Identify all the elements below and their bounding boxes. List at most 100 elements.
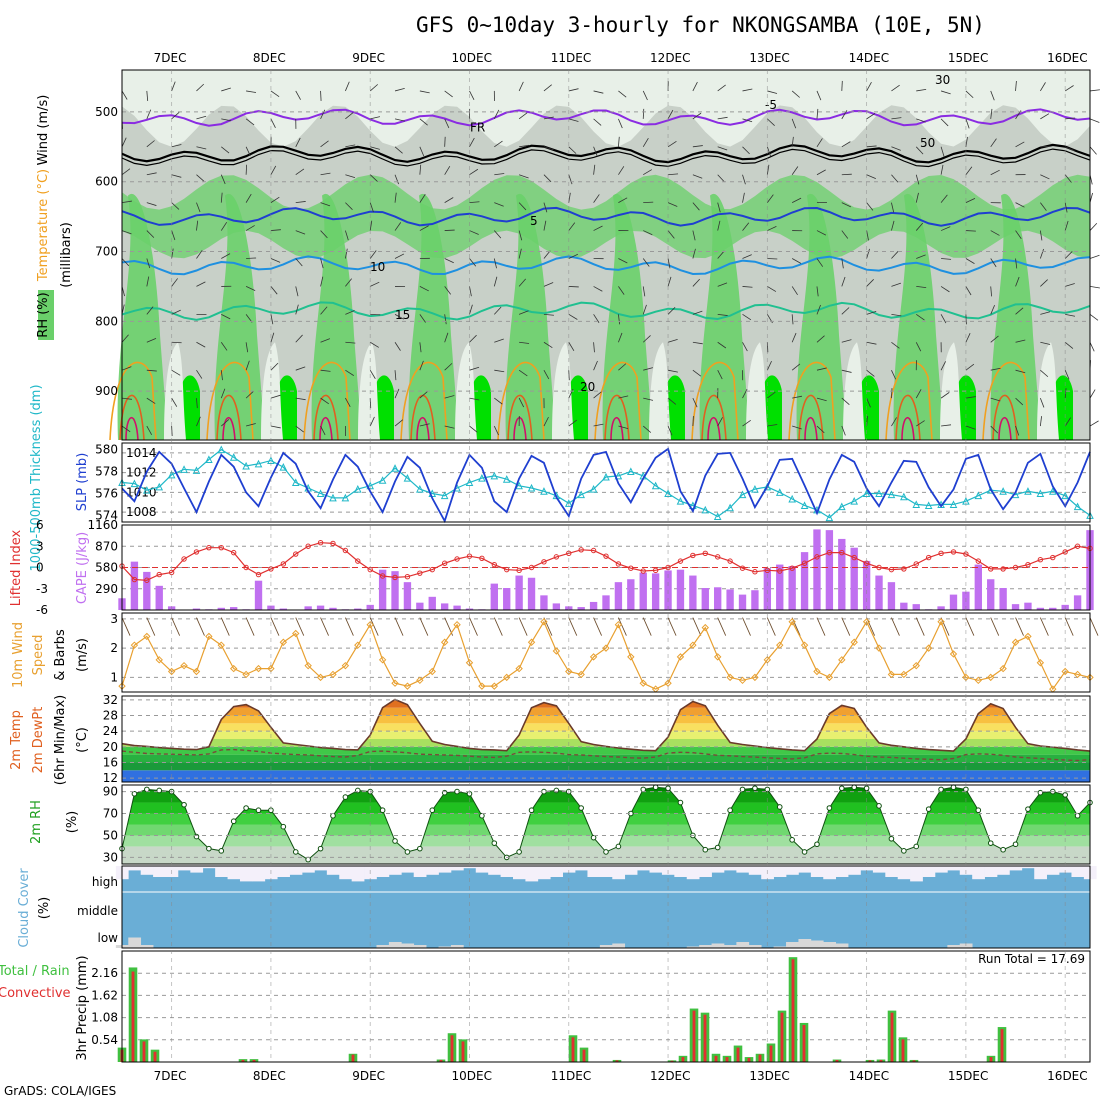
wind-barb xyxy=(1040,341,1051,345)
cloud-low-segment xyxy=(699,945,712,948)
wind-barb xyxy=(643,230,653,236)
wind-barb xyxy=(543,313,554,316)
rh-dry-pocket xyxy=(164,342,186,440)
temp-tick-label: 12 xyxy=(103,771,118,785)
wind-barb xyxy=(394,146,403,154)
cloud-axis-label-1: Cloud Cover xyxy=(17,868,32,948)
top-date-label: 11DEC xyxy=(551,51,591,65)
cloud-high-clear xyxy=(550,866,563,877)
rh-point xyxy=(640,786,647,793)
lifted-index-point xyxy=(851,554,857,561)
wind-barb xyxy=(494,338,504,343)
cloud-high-clear xyxy=(537,866,551,880)
thickness-point xyxy=(627,467,635,476)
wind-barb xyxy=(345,81,350,92)
rh-point xyxy=(714,844,721,851)
temperature-contour-20 xyxy=(303,361,351,441)
cloud-high-clear xyxy=(736,866,750,873)
wind-barb xyxy=(196,115,207,120)
thickness-point xyxy=(726,503,734,512)
surface-wind-barb xyxy=(568,617,578,636)
surface-wind-barb xyxy=(270,617,280,636)
precip-convective-bar xyxy=(670,1060,674,1062)
wind-barb xyxy=(295,137,301,147)
wind-barb xyxy=(841,397,850,405)
thickness-point xyxy=(999,487,1007,495)
wind-barb xyxy=(196,398,198,409)
wind-barb xyxy=(494,140,503,148)
thickness-point xyxy=(974,491,983,500)
cape-bar xyxy=(937,606,945,610)
cloud-high-clear xyxy=(140,866,154,875)
temperature-contour xyxy=(121,255,1091,276)
cloud-high-clear xyxy=(587,866,601,877)
lifted-index-point xyxy=(504,566,510,573)
wind-barb xyxy=(146,90,149,101)
wind-barb xyxy=(369,202,374,213)
wind-barb xyxy=(791,314,794,325)
cloud-high-clear xyxy=(277,866,290,877)
wind-barb xyxy=(245,164,248,175)
wind-barb xyxy=(692,145,703,148)
wind-barb xyxy=(841,110,848,120)
rh-saturated-column xyxy=(665,375,685,440)
wind-barb xyxy=(990,304,995,315)
cape-bar xyxy=(304,606,312,610)
wind-barb xyxy=(1089,222,1098,231)
cape-tick-label: 1160 xyxy=(87,518,118,532)
wind-barb xyxy=(320,140,329,148)
lifted-index-tick-label: -6 xyxy=(36,603,48,617)
wind-barb xyxy=(370,281,380,287)
slp-tick-label: 1014 xyxy=(126,446,157,460)
cloud-high-clear xyxy=(177,866,191,871)
temp-tick-label: 32 xyxy=(103,693,118,707)
freezing-level-contour xyxy=(121,148,1091,168)
wind-barb xyxy=(692,174,703,179)
slp-axis-label: SLP (mb) xyxy=(75,453,90,512)
wind-speed-point xyxy=(428,667,436,676)
wind-barb xyxy=(667,338,678,343)
wind-barb xyxy=(866,341,877,345)
temperature-contour xyxy=(121,108,1091,127)
rh-dry-pocket xyxy=(940,342,962,440)
wind-barb xyxy=(270,229,281,231)
wind-speed-point xyxy=(813,667,821,676)
cloud-high-clear xyxy=(1059,866,1072,873)
wind-barb xyxy=(246,257,257,259)
wind-barb xyxy=(618,197,628,203)
wind-barb xyxy=(767,424,778,427)
lifted-index-point xyxy=(193,549,200,555)
bottom-date-label: 11DEC xyxy=(551,1069,591,1083)
rh-point xyxy=(888,835,895,842)
wind-speed-point xyxy=(391,679,399,687)
cape-bar xyxy=(614,582,623,610)
wind-barb xyxy=(990,397,1001,402)
wind-barb xyxy=(667,230,675,239)
wind-speed-point xyxy=(887,670,896,679)
cape-bar xyxy=(155,585,163,610)
wind-barb xyxy=(345,341,356,344)
wind-speed-point xyxy=(341,661,350,670)
wind-barb xyxy=(940,146,945,157)
wind-barb xyxy=(146,172,157,176)
precip-convective-bar xyxy=(714,1055,718,1062)
top-date-label: 8DEC xyxy=(253,51,286,65)
wind-barb xyxy=(295,334,303,343)
wind-speed-point xyxy=(167,667,176,676)
cape-bar xyxy=(1011,604,1020,610)
thickness-point xyxy=(316,489,325,497)
wind10m-frame xyxy=(121,612,1091,693)
pressure-axis-label: (millibars) xyxy=(59,222,74,288)
cloud-high-clear xyxy=(860,866,874,871)
rh-point xyxy=(193,833,200,840)
surface-wind-barb xyxy=(915,617,925,636)
thickness-point xyxy=(440,491,449,500)
wind-speed-point xyxy=(788,618,796,626)
wind-barb xyxy=(245,193,252,203)
rh-midlevel-band xyxy=(122,174,1090,259)
precip-convective-bar xyxy=(692,1010,696,1062)
rh-point xyxy=(317,845,324,852)
wind-barb xyxy=(518,174,529,179)
cape-bar xyxy=(751,590,759,610)
wind-barb xyxy=(816,425,825,434)
